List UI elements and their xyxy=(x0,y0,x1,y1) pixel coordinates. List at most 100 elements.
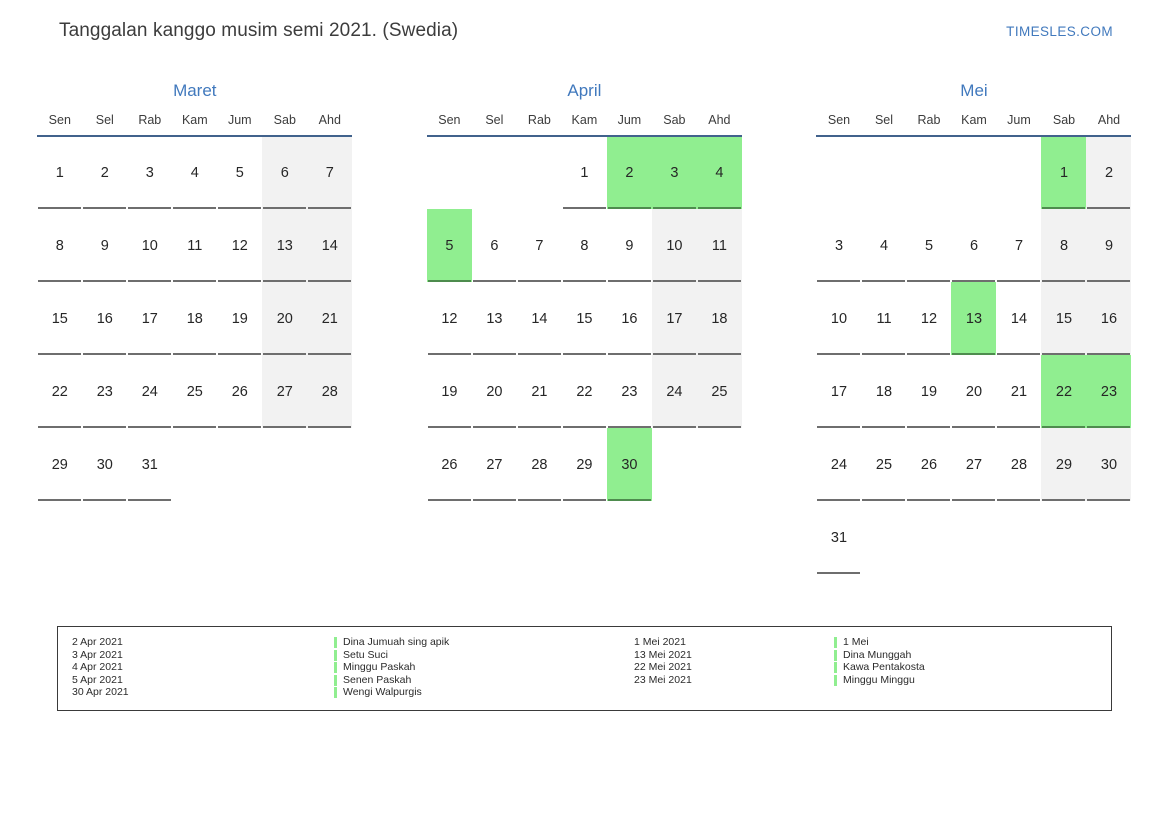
day-cell[interactable]: 19 xyxy=(906,355,951,428)
day-cell[interactable]: 21 xyxy=(517,355,562,428)
day-cell[interactable]: 16 xyxy=(82,282,127,355)
day-cell[interactable]: 1 xyxy=(562,136,607,209)
day-cell-underline xyxy=(907,426,951,428)
day-cell[interactable]: 4 xyxy=(861,209,906,282)
day-cell[interactable]: 3 xyxy=(816,209,861,282)
day-cell[interactable]: 8 xyxy=(1041,209,1087,282)
day-cell[interactable]: 15 xyxy=(37,282,82,355)
day-cell[interactable]: 16 xyxy=(607,282,652,355)
day-cell-holiday[interactable]: 3 xyxy=(651,136,697,209)
day-cell[interactable]: 14 xyxy=(307,209,353,282)
day-cell[interactable]: 8 xyxy=(37,209,82,282)
day-cell[interactable]: 10 xyxy=(127,209,172,282)
day-cell[interactable]: 9 xyxy=(1086,209,1132,282)
day-number xyxy=(951,137,996,209)
day-cell[interactable]: 29 xyxy=(37,428,82,501)
day-cell[interactable]: 17 xyxy=(816,355,861,428)
day-cell-holiday[interactable]: 30 xyxy=(606,428,652,501)
day-cell[interactable]: 12 xyxy=(427,282,472,355)
day-cell[interactable]: 4 xyxy=(172,136,217,209)
day-cell[interactable]: 20 xyxy=(472,355,517,428)
day-cell[interactable]: 12 xyxy=(906,282,951,355)
day-cell[interactable]: 6 xyxy=(472,209,517,282)
day-cell[interactable]: 11 xyxy=(861,282,906,355)
day-cell[interactable]: 27 xyxy=(472,428,517,501)
day-cell[interactable]: 15 xyxy=(562,282,607,355)
day-cell[interactable]: 11 xyxy=(696,209,742,282)
day-cell[interactable]: 31 xyxy=(127,428,172,501)
day-cell[interactable]: 7 xyxy=(517,209,562,282)
day-cell[interactable]: 20 xyxy=(262,282,308,355)
day-cell[interactable]: 10 xyxy=(816,282,861,355)
day-cell[interactable]: 7 xyxy=(996,209,1041,282)
day-cell[interactable]: 18 xyxy=(172,282,217,355)
day-cell[interactable]: 2 xyxy=(1086,136,1132,209)
day-cell[interactable]: 24 xyxy=(651,355,697,428)
day-cell[interactable]: 25 xyxy=(861,428,906,501)
day-cell[interactable]: 14 xyxy=(996,282,1041,355)
day-cell-holiday[interactable]: 5 xyxy=(426,209,472,282)
day-cell[interactable]: 23 xyxy=(607,355,652,428)
day-cell[interactable]: 30 xyxy=(82,428,127,501)
day-cell[interactable]: 31 xyxy=(816,501,861,574)
day-cell[interactable]: 27 xyxy=(262,355,308,428)
day-cell[interactable]: 17 xyxy=(651,282,697,355)
day-cell[interactable]: 23 xyxy=(82,355,127,428)
month-title: Maret xyxy=(173,81,217,100)
day-cell[interactable]: 19 xyxy=(427,355,472,428)
day-cell[interactable]: 2 xyxy=(82,136,127,209)
day-cell[interactable]: 18 xyxy=(696,282,742,355)
day-cell[interactable]: 11 xyxy=(172,209,217,282)
day-cell-holiday[interactable]: 22 xyxy=(1041,355,1087,428)
day-cell[interactable]: 5 xyxy=(906,209,951,282)
day-cell[interactable]: 9 xyxy=(607,209,652,282)
day-cell[interactable]: 22 xyxy=(37,355,82,428)
day-cell[interactable]: 15 xyxy=(1041,282,1087,355)
day-cell[interactable]: 10 xyxy=(651,209,697,282)
day-cell-empty xyxy=(262,428,307,501)
day-cell[interactable]: 29 xyxy=(1041,428,1087,501)
site-logo-link[interactable]: TIMESLES.COM xyxy=(1006,24,1113,39)
day-cell-holiday[interactable]: 13 xyxy=(951,282,997,355)
day-cell[interactable]: 20 xyxy=(951,355,996,428)
day-cell[interactable]: 1 xyxy=(37,136,82,209)
day-cell[interactable]: 13 xyxy=(472,282,517,355)
day-cell-holiday[interactable]: 23 xyxy=(1086,355,1132,428)
legend-date: 2 Apr 2021 xyxy=(72,636,123,648)
day-cell[interactable]: 26 xyxy=(217,355,262,428)
day-cell[interactable]: 6 xyxy=(262,136,308,209)
day-cell[interactable]: 14 xyxy=(517,282,562,355)
day-cell[interactable]: 13 xyxy=(262,209,308,282)
day-cell[interactable]: 26 xyxy=(906,428,951,501)
day-cell[interactable]: 9 xyxy=(82,209,127,282)
day-cell[interactable]: 5 xyxy=(217,136,262,209)
day-cell[interactable]: 28 xyxy=(996,428,1041,501)
day-cell[interactable]: 3 xyxy=(127,136,172,209)
day-cell[interactable]: 28 xyxy=(517,428,562,501)
day-cell[interactable]: 28 xyxy=(307,355,353,428)
day-cell[interactable]: 24 xyxy=(127,355,172,428)
day-cell[interactable]: 29 xyxy=(562,428,607,501)
day-cell[interactable]: 25 xyxy=(696,355,742,428)
day-cell[interactable]: 18 xyxy=(861,355,906,428)
day-cell[interactable]: 6 xyxy=(951,209,996,282)
day-cell[interactable]: 17 xyxy=(127,282,172,355)
day-cell[interactable]: 21 xyxy=(307,282,353,355)
day-cell[interactable]: 8 xyxy=(562,209,607,282)
day-cell[interactable]: 16 xyxy=(1086,282,1132,355)
day-cell[interactable]: 27 xyxy=(951,428,996,501)
day-cell-holiday[interactable]: 1 xyxy=(1041,136,1087,209)
day-cell[interactable]: 26 xyxy=(427,428,472,501)
day-cell[interactable]: 25 xyxy=(172,355,217,428)
day-cell[interactable]: 12 xyxy=(217,209,262,282)
day-cell[interactable]: 22 xyxy=(562,355,607,428)
day-cell-holiday[interactable]: 2 xyxy=(606,136,652,209)
day-cell[interactable]: 24 xyxy=(816,428,861,501)
day-cell[interactable]: 21 xyxy=(996,355,1041,428)
month-grid: Sen Sel Rab Kam Jum Sab Ahd 1 2 3 4 5 6 7 8 9 10 11 12 13 14… xyxy=(816,112,1132,574)
day-cell-holiday[interactable]: 4 xyxy=(696,136,742,209)
day-cell[interactable]: 19 xyxy=(217,282,262,355)
day-cell[interactable]: 7 xyxy=(307,136,353,209)
day-cell[interactable]: 30 xyxy=(1086,428,1132,501)
day-number: 21 xyxy=(1010,383,1028,400)
